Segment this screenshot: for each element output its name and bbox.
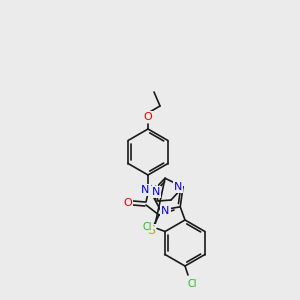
Text: O: O xyxy=(144,112,152,122)
Text: N: N xyxy=(152,187,160,196)
Text: O: O xyxy=(124,198,132,208)
Text: Cl: Cl xyxy=(187,279,197,289)
Text: S: S xyxy=(147,224,155,238)
Text: Cl: Cl xyxy=(142,221,152,232)
Text: N: N xyxy=(161,206,170,216)
Text: N: N xyxy=(174,182,182,192)
Text: H: H xyxy=(150,185,158,195)
Text: N: N xyxy=(141,185,149,195)
